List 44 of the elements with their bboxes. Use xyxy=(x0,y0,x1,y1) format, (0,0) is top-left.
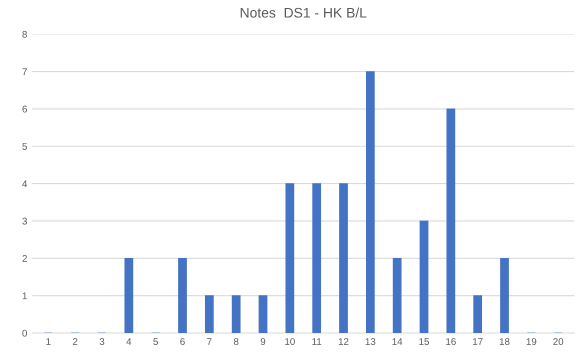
bar xyxy=(366,71,375,333)
chart-title: Notes DS1 - HK B/L xyxy=(240,7,366,18)
x-tick-label: 8 xyxy=(234,338,238,345)
x-tick-label: 1 xyxy=(46,338,51,345)
x-tick-label: 4 xyxy=(126,338,132,345)
x-tick-label: 5 xyxy=(153,338,158,345)
y-tick-label: 1 xyxy=(22,292,27,300)
bar xyxy=(124,258,134,333)
bar xyxy=(473,295,482,333)
x-tick-label: 12 xyxy=(338,338,348,345)
bar xyxy=(420,220,428,333)
x-tick-label: 7 xyxy=(207,338,212,345)
x-tick-label: 17 xyxy=(473,338,483,345)
x-tick-label: 19 xyxy=(526,338,536,345)
y-tick-label: 6 xyxy=(22,106,27,113)
x-tick-label: 10 xyxy=(285,338,295,345)
x-tick-label: 15 xyxy=(419,338,430,345)
bar xyxy=(446,108,456,333)
x-tick-label: 16 xyxy=(446,338,456,345)
y-tick-label: 0 xyxy=(22,330,27,337)
bar xyxy=(312,183,322,333)
x-tick-label: 3 xyxy=(100,338,104,345)
x-tick-label: 9 xyxy=(260,338,266,345)
bar xyxy=(392,258,402,333)
bar xyxy=(258,295,268,333)
bar xyxy=(204,295,214,333)
bar xyxy=(178,258,187,333)
y-tick-label: 4 xyxy=(22,180,28,188)
y-tick-label: 3 xyxy=(22,218,27,225)
bar xyxy=(339,183,348,333)
x-tick-label: 6 xyxy=(180,338,185,345)
x-tick-label: 14 xyxy=(392,338,402,345)
y-tick-label: 8 xyxy=(22,30,27,38)
x-tick-label: 11 xyxy=(312,338,322,345)
x-tick-label: 2 xyxy=(72,338,78,345)
x-tick-label: 13 xyxy=(366,338,376,345)
x-tick-label: 20 xyxy=(553,338,564,345)
bar xyxy=(285,183,294,333)
x-tick-label: 18 xyxy=(500,338,510,345)
bar xyxy=(232,295,241,333)
y-tick-label: 7 xyxy=(22,68,27,76)
bar xyxy=(500,258,509,333)
y-tick-label: 2 xyxy=(22,255,27,262)
y-tick-label: 5 xyxy=(22,143,27,150)
